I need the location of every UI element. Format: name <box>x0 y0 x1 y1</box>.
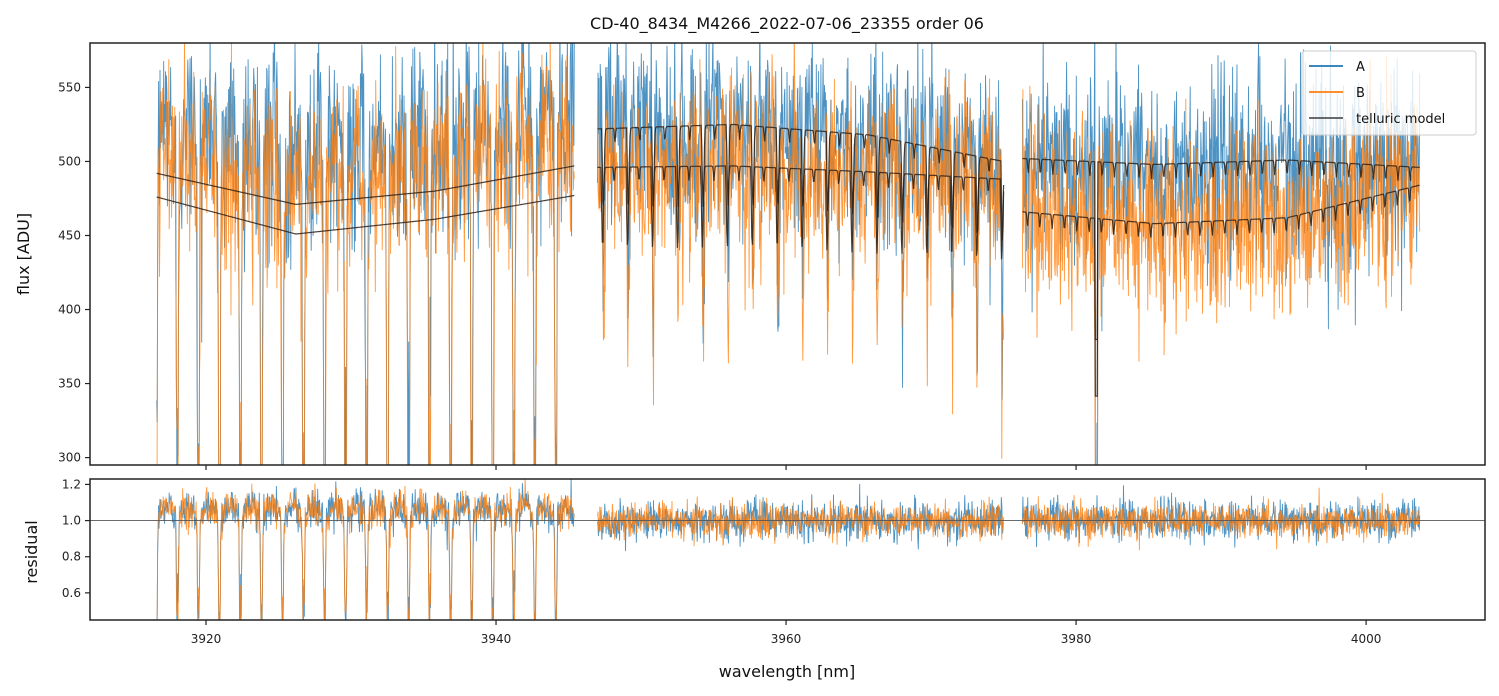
y-tick-label: 0.6 <box>62 586 81 600</box>
telluric-model-line <box>156 165 575 206</box>
telluric-model-line <box>597 123 1005 241</box>
telluric-model-line <box>1022 157 1420 341</box>
legend: A B telluric model <box>1301 50 1477 136</box>
series-b-residual-line <box>156 479 575 620</box>
x-tick-label: 3980 <box>1061 632 1092 646</box>
telluric-model-line <box>156 194 575 235</box>
y-tick-label: 0.8 <box>62 550 81 564</box>
residual-y-axis-label: residual <box>22 520 41 583</box>
residual-plot: 0.6 0.8 1.0 1.2 3920 3940 3960 3980 4000 residu… <box>22 477 1486 681</box>
x-axis-label: wavelength [nm] <box>719 662 856 681</box>
series-b-flux-line <box>597 43 1005 459</box>
x-tick-label: 3920 <box>191 632 222 646</box>
y-tick-label: 1.0 <box>62 514 81 528</box>
flux-plot: 300 350 400 450 500 550 flux [ADU] A B tellur… <box>14 42 1486 470</box>
legend-label-a: A <box>1356 60 1365 75</box>
x-tick-label: 3960 <box>771 632 802 646</box>
legend-label-telluric: telluric model <box>1356 112 1445 127</box>
legend-label-b: B <box>1356 86 1365 101</box>
telluric-model-line <box>597 165 1005 260</box>
x-tick-label: 4000 <box>1351 632 1382 646</box>
flux-x-ticks <box>205 465 1367 470</box>
y-tick-label: 500 <box>58 154 81 168</box>
legend-box <box>1301 50 1477 136</box>
flux-y-ticks: 300 350 400 450 500 550 <box>58 80 90 465</box>
x-tick-label: 3940 <box>481 632 512 646</box>
y-tick-label: 400 <box>58 303 81 317</box>
series-a-residual-line <box>597 483 1004 552</box>
y-tick-label: 550 <box>58 80 81 94</box>
flux-plot-data <box>156 43 1421 465</box>
residual-plot-data <box>90 479 1485 620</box>
flux-y-axis-label: flux [ADU] <box>14 213 33 295</box>
telluric-model-line <box>1022 184 1420 397</box>
flux-plot-frame <box>89 42 1486 466</box>
series-b-flux-line <box>156 43 575 465</box>
y-tick-label: 450 <box>58 228 81 242</box>
y-tick-label: 300 <box>58 451 81 465</box>
residual-x-ticks: 3920 3940 3960 3980 4000 <box>191 620 1382 646</box>
series-b-residual-line <box>597 496 1005 547</box>
y-tick-label: 1.2 <box>62 477 81 491</box>
series-b-residual-line <box>1021 487 1421 551</box>
residual-plot-frame <box>89 478 1486 621</box>
chart-title: CD-40_8434_M4266_2022-07-06_23355 order … <box>590 14 984 34</box>
residual-y-ticks: 0.6 0.8 1.0 1.2 <box>62 477 90 600</box>
y-tick-label: 350 <box>58 377 81 391</box>
series-b-flux-line <box>1021 54 1421 465</box>
